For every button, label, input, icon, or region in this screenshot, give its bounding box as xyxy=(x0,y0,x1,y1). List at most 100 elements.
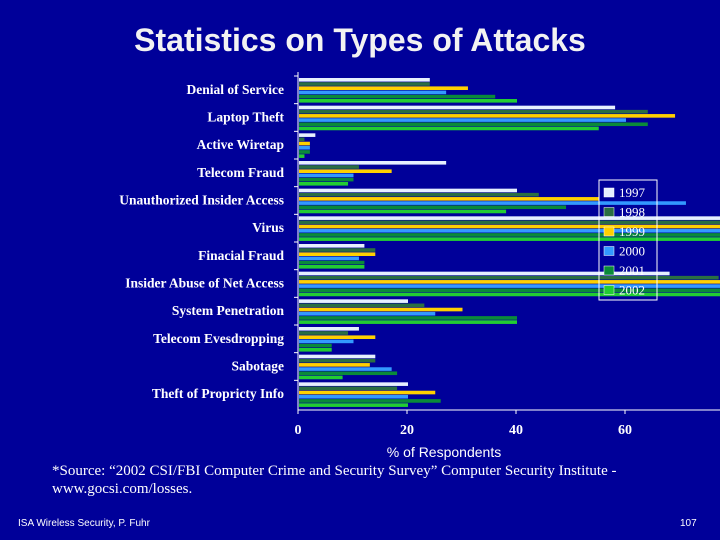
category-label: Finacial Fraud xyxy=(198,248,284,263)
bar-2002 xyxy=(299,320,517,324)
page-number: 107 xyxy=(680,518,697,529)
bar-2000 xyxy=(299,90,447,95)
bar-1999 xyxy=(299,197,599,201)
bar-1999 xyxy=(299,252,376,256)
source-note: *Source: “2002 CSI/FBI Computer Crime an… xyxy=(52,463,617,497)
bar-1998 xyxy=(299,358,376,363)
x-tick-label: 40 xyxy=(509,423,523,438)
bar-2001 xyxy=(299,205,567,210)
legend-label-2000: 2000 xyxy=(619,244,645,259)
bar-1998 xyxy=(299,137,305,142)
bar-1999 xyxy=(299,141,310,146)
bar-2001 xyxy=(299,122,648,127)
bar-1998 xyxy=(299,386,398,391)
bar-2002 xyxy=(299,182,349,186)
bar-1999 xyxy=(299,86,468,90)
category-label: Unauthorized Insider Access xyxy=(119,193,284,208)
category-label: Insider Abuse of Net Access xyxy=(125,276,284,291)
bar-1997 xyxy=(299,244,365,248)
bar-1997 xyxy=(299,133,316,137)
bar-1998 xyxy=(299,192,539,197)
bar-2001 xyxy=(299,94,496,99)
bar-2002 xyxy=(299,265,365,269)
legend-label-1999: 1999 xyxy=(619,224,645,239)
bar-2001 xyxy=(299,399,441,403)
category-label: Active Wiretap xyxy=(197,137,284,152)
bar-2000 xyxy=(299,118,626,122)
bar-2000 xyxy=(299,256,359,261)
bar-2001 xyxy=(299,177,354,182)
category-label: Theft of Propricty Info xyxy=(152,386,284,401)
x-tick-label: 20 xyxy=(400,423,414,438)
legend-label-2002: 2002 xyxy=(619,283,645,298)
legend-swatch-2002 xyxy=(603,285,615,295)
bar-2000 xyxy=(299,145,310,150)
bar-2001 xyxy=(299,233,720,237)
bar-2001 xyxy=(299,150,310,154)
category-label: System Penetration xyxy=(172,303,285,318)
bar-2001 xyxy=(299,288,720,293)
bar-2001 xyxy=(299,343,332,348)
footer-author: ISA Wireless Security, P. Fuhr xyxy=(18,518,150,529)
bar-2002 xyxy=(299,348,332,352)
legend-swatch-2000 xyxy=(603,246,615,256)
legend-swatch-1997 xyxy=(603,187,615,198)
bar-2000 xyxy=(299,284,720,288)
bar-1999 xyxy=(299,280,720,284)
category-label: Telecom Fraud xyxy=(197,165,284,180)
bar-2002 xyxy=(299,375,343,380)
bar-2000 xyxy=(299,394,408,399)
bar-2000 xyxy=(299,228,720,233)
bar-1997 xyxy=(299,188,517,193)
bar-2000 xyxy=(299,311,436,316)
x-tick-label: 0 xyxy=(295,423,302,438)
bar-1998 xyxy=(299,248,376,252)
bar-2002 xyxy=(299,126,599,131)
legend-swatch-2001 xyxy=(603,265,615,276)
legend-box xyxy=(598,179,658,301)
bar-2000 xyxy=(299,201,686,205)
bar-1998 xyxy=(299,331,349,335)
bar-1999 xyxy=(299,390,436,395)
bar-1999 xyxy=(299,363,370,367)
category-label: Sabotage xyxy=(231,359,284,374)
bar-2002 xyxy=(299,292,720,297)
bar-2001 xyxy=(299,316,517,320)
bar-1999 xyxy=(299,114,676,118)
bar-2000 xyxy=(299,173,354,178)
bar-1999 xyxy=(299,169,392,173)
bar-2000 xyxy=(299,367,392,371)
bar-2002 xyxy=(299,237,720,241)
bar-1997 xyxy=(299,382,408,386)
bar-1999 xyxy=(299,224,720,229)
bar-2001 xyxy=(299,371,398,376)
bar-1998 xyxy=(299,82,430,86)
slide-title: Statistics on Types of Attacks xyxy=(134,22,586,58)
bar-1997 xyxy=(299,271,670,276)
legend-label-2001: 2001 xyxy=(619,263,645,278)
x-axis-title: % of Respondents xyxy=(387,444,501,460)
legend-swatch-1998 xyxy=(603,207,615,217)
bar-1999 xyxy=(299,335,376,339)
bar-2002 xyxy=(299,99,517,103)
bar-1997 xyxy=(299,299,408,303)
bar-2002 xyxy=(299,209,507,214)
category-label: Virus xyxy=(252,220,284,235)
bar-1997 xyxy=(299,354,376,359)
category-label: Laptop Theft xyxy=(207,110,284,125)
bar-2002 xyxy=(299,154,305,158)
bar-1998 xyxy=(299,109,648,114)
bar-1998 xyxy=(299,165,359,169)
category-label: Telecom Evesdropping xyxy=(153,331,284,346)
legend-swatch-1999 xyxy=(603,226,615,237)
x-tick-label: 60 xyxy=(618,423,632,438)
bar-1999 xyxy=(299,307,463,312)
legend-label-1998: 1998 xyxy=(619,205,645,220)
category-label: Denial of Service xyxy=(187,82,284,97)
bar-1997 xyxy=(299,105,616,110)
bar-1997 xyxy=(299,327,359,331)
bar-1997 xyxy=(299,161,447,165)
bar-1998 xyxy=(299,275,719,280)
bar-2002 xyxy=(299,403,408,407)
